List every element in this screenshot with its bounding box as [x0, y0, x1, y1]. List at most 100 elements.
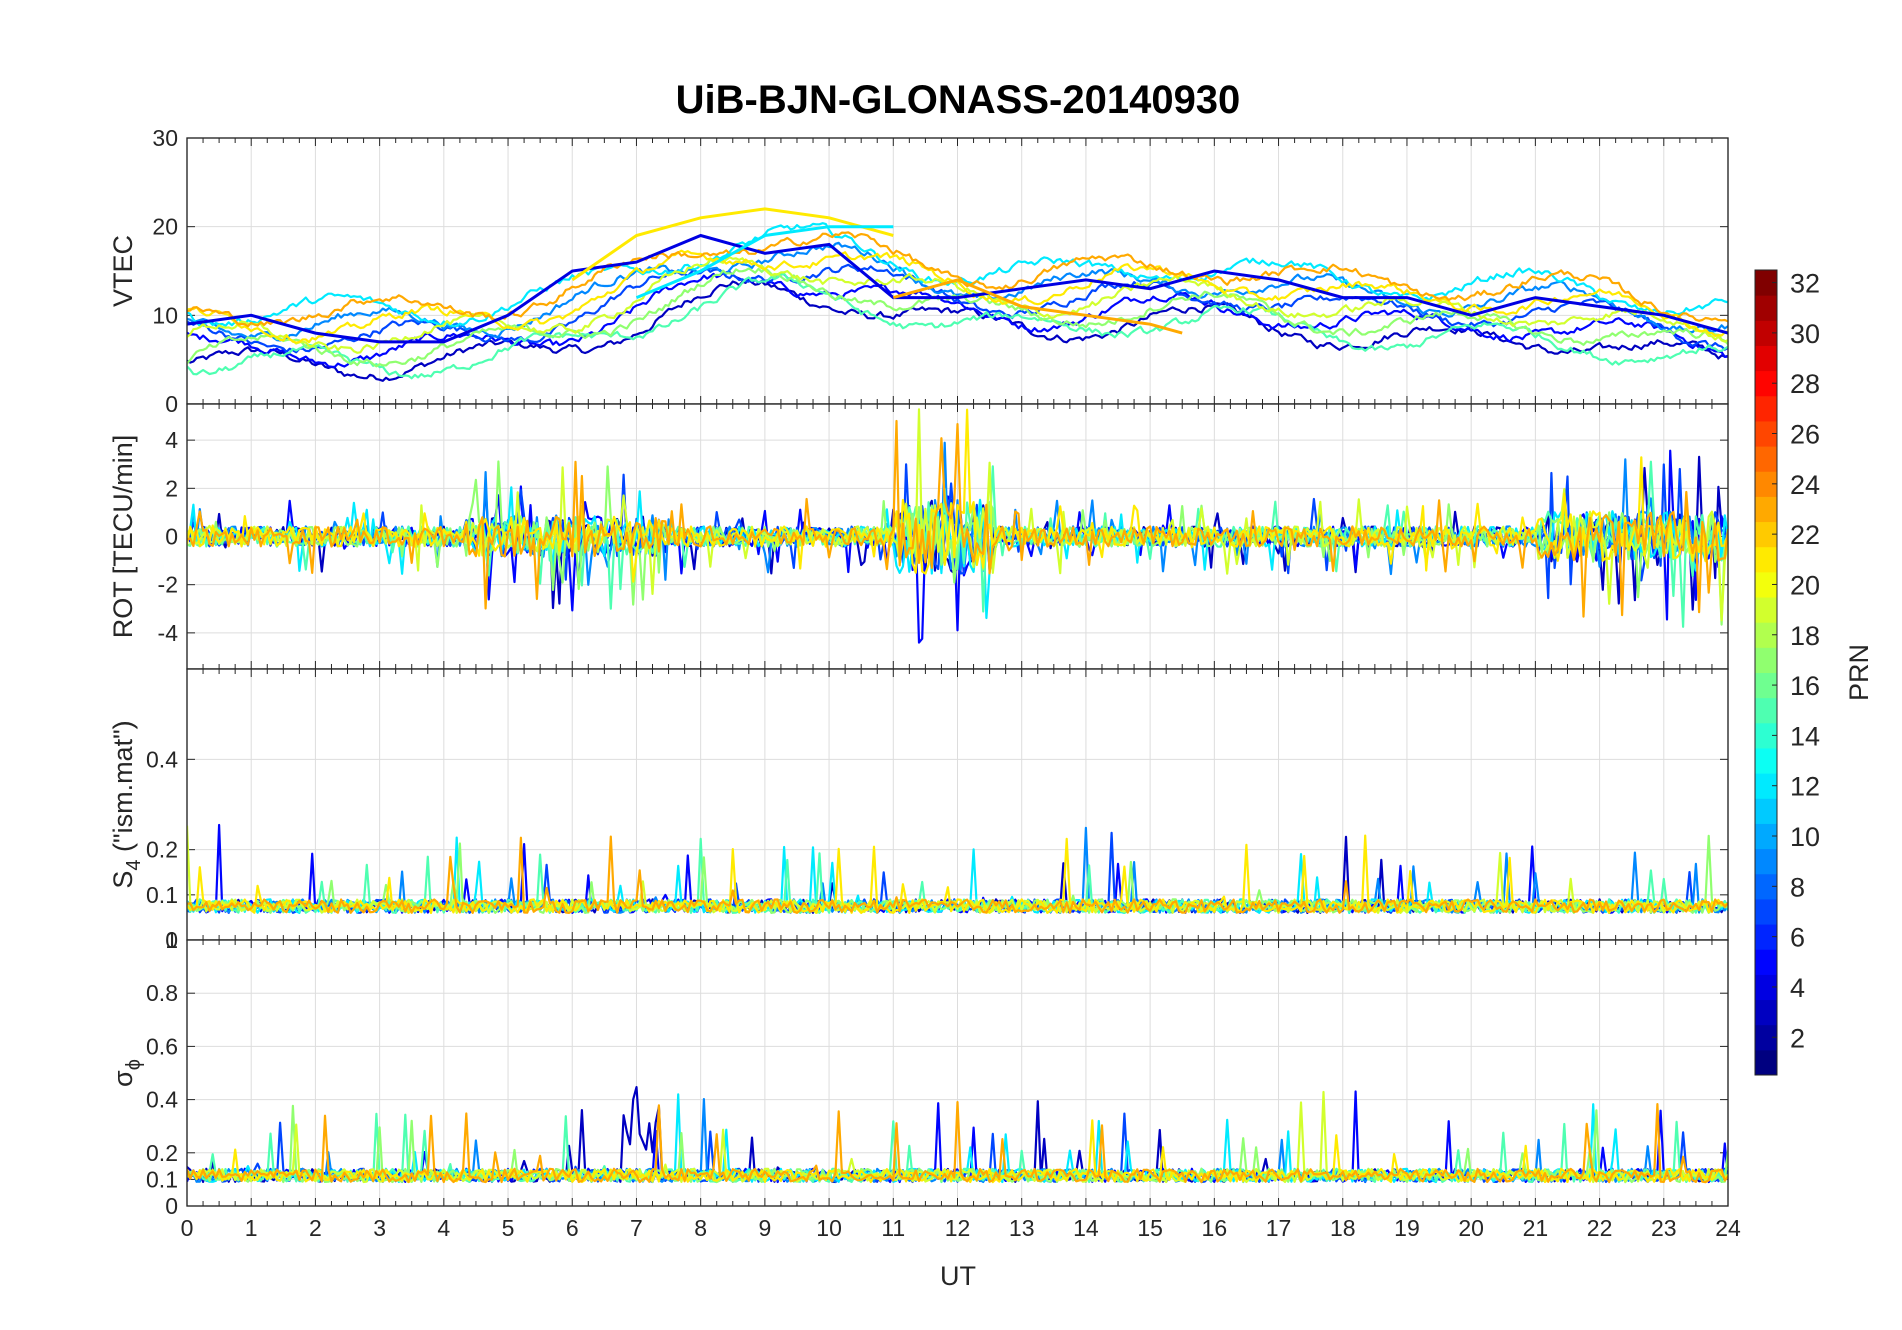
y-tick-label: 10 — [152, 302, 178, 328]
y-tick-label: -4 — [158, 620, 179, 646]
colorbar-step — [1755, 521, 1777, 548]
panel-s4: 00.10.20.4S4 ("ism.mat") — [108, 668, 1729, 953]
x-tick-label: 14 — [1073, 1215, 1099, 1241]
colorbar-tick-label: 10 — [1790, 822, 1820, 852]
x-tick-label: 2 — [309, 1215, 322, 1241]
colorbar-label: PRN — [1844, 644, 1874, 701]
y-label-rest: ("ism.mat") — [108, 720, 138, 859]
colorbar-tick-label: 26 — [1790, 420, 1820, 450]
colorbar-tick-label: 22 — [1790, 520, 1820, 550]
series-prn-12 — [635, 225, 894, 299]
y-tick-label: 2 — [165, 475, 178, 501]
y-tick-label: 1 — [165, 927, 178, 953]
colorbar-tick-label: 14 — [1790, 721, 1820, 751]
trace-prn-23 — [187, 419, 1728, 618]
colorbar-step — [1755, 974, 1777, 1001]
colorbar-tick-label: 8 — [1790, 872, 1805, 902]
x-tick-label: 8 — [694, 1215, 707, 1241]
y-tick-label: 0.4 — [146, 1087, 178, 1113]
colorbar-step — [1755, 320, 1777, 346]
y-tick-label: 0.6 — [146, 1033, 178, 1059]
colorbar-step — [1755, 496, 1777, 523]
colorbar-tick-label: 12 — [1790, 772, 1820, 802]
traces — [187, 1086, 1728, 1184]
traces — [187, 408, 1728, 644]
x-tick-label: 13 — [1009, 1215, 1035, 1241]
series-prn-4 — [187, 233, 1728, 344]
colorbar-step — [1755, 722, 1777, 749]
x-tick-label: 7 — [630, 1215, 643, 1241]
colorbar-step — [1755, 873, 1777, 900]
colorbar-tick-label: 16 — [1790, 671, 1820, 701]
y-tick-label: 4 — [165, 427, 178, 453]
x-tick-label: 9 — [758, 1215, 771, 1241]
trace-prn-21 — [187, 1119, 1728, 1184]
y-tick-label: 0.2 — [146, 1140, 178, 1166]
colorbar-step — [1755, 924, 1777, 950]
panel-rot: -4 -2 0 2 4 ROT [TECU/min] — [108, 403, 1729, 670]
colorbar-tick-label: 20 — [1790, 570, 1820, 600]
series-prn-23 — [892, 278, 1183, 335]
colorbar-tick-label: 28 — [1790, 369, 1820, 399]
x-tick-label: 12 — [945, 1215, 971, 1241]
y-tick-label: 0.8 — [146, 980, 178, 1006]
colorbar-tick-label: 6 — [1790, 923, 1805, 953]
colorbar-step — [1755, 898, 1777, 925]
colorbar-step — [1755, 597, 1777, 623]
colorbar-step — [1755, 370, 1777, 397]
x-tick-label: 18 — [1330, 1215, 1356, 1241]
x-tick-label: 1 — [245, 1215, 258, 1241]
colorbar-step — [1755, 672, 1777, 699]
x-tick-label: 17 — [1266, 1215, 1292, 1241]
y-tick-label: 0 — [165, 391, 178, 417]
trace-prn-23 — [187, 231, 1728, 328]
colorbar-tick-label: 30 — [1790, 319, 1820, 349]
x-tick-label: 20 — [1458, 1215, 1484, 1241]
colorbar-step — [1755, 420, 1777, 447]
y-tick-label: 0 — [165, 1193, 178, 1219]
x-axis-label: UT — [940, 1261, 976, 1291]
series-prn-21 — [571, 207, 894, 282]
colorbar-step — [1755, 270, 1777, 296]
colorbar-step — [1755, 446, 1777, 472]
colorbar-tick-label: 18 — [1790, 621, 1820, 651]
trace-prn-7 — [187, 263, 1728, 354]
y-tick-label: 0.1 — [146, 1166, 178, 1192]
trace-prn-23 — [187, 835, 1728, 914]
y-label-main: σ — [108, 1070, 138, 1087]
traces — [187, 207, 1728, 382]
colorbar-step — [1755, 949, 1777, 975]
colorbar-tick-label: 4 — [1790, 973, 1805, 1003]
colorbar-step — [1755, 295, 1777, 321]
trace-prn-15 — [187, 460, 1728, 628]
colorbar-frame — [1754, 269, 1778, 1076]
y-tick-label: -2 — [158, 572, 178, 598]
x-tick-label: 15 — [1137, 1215, 1163, 1241]
colorbar-step — [1755, 345, 1777, 372]
trace-prn-5 — [187, 270, 1728, 369]
colorbar-step — [1755, 697, 1777, 724]
y-tick-label: 0 — [165, 927, 178, 953]
colorbar-step — [1755, 773, 1777, 799]
colorbar-step — [1755, 571, 1777, 598]
colorbar-step — [1755, 546, 1777, 573]
y-axis-label-vtec: VTEC — [108, 235, 138, 307]
x-tick-label: 6 — [566, 1215, 579, 1241]
y-tick-label: 0.2 — [146, 837, 178, 863]
y-tick-label: 0 — [165, 524, 178, 550]
colorbar-step — [1755, 622, 1777, 648]
x-tick-label: 11 — [881, 1215, 905, 1241]
colorbar-step — [1755, 823, 1777, 850]
y-axis-label-sigma: σϕ — [108, 1059, 145, 1087]
x-tick-label: 5 — [502, 1215, 515, 1241]
colorbar-step — [1755, 747, 1777, 774]
y-axis-label-s4: S4 ("ism.mat") — [108, 720, 145, 888]
trace-prn-23 — [187, 1101, 1728, 1184]
colorbar-step — [1755, 999, 1777, 1026]
colorbar-step — [1755, 647, 1777, 673]
y-tick-label: 0.1 — [146, 882, 178, 908]
y-tick-label: 30 — [152, 125, 178, 151]
colorbar-step — [1755, 798, 1777, 824]
